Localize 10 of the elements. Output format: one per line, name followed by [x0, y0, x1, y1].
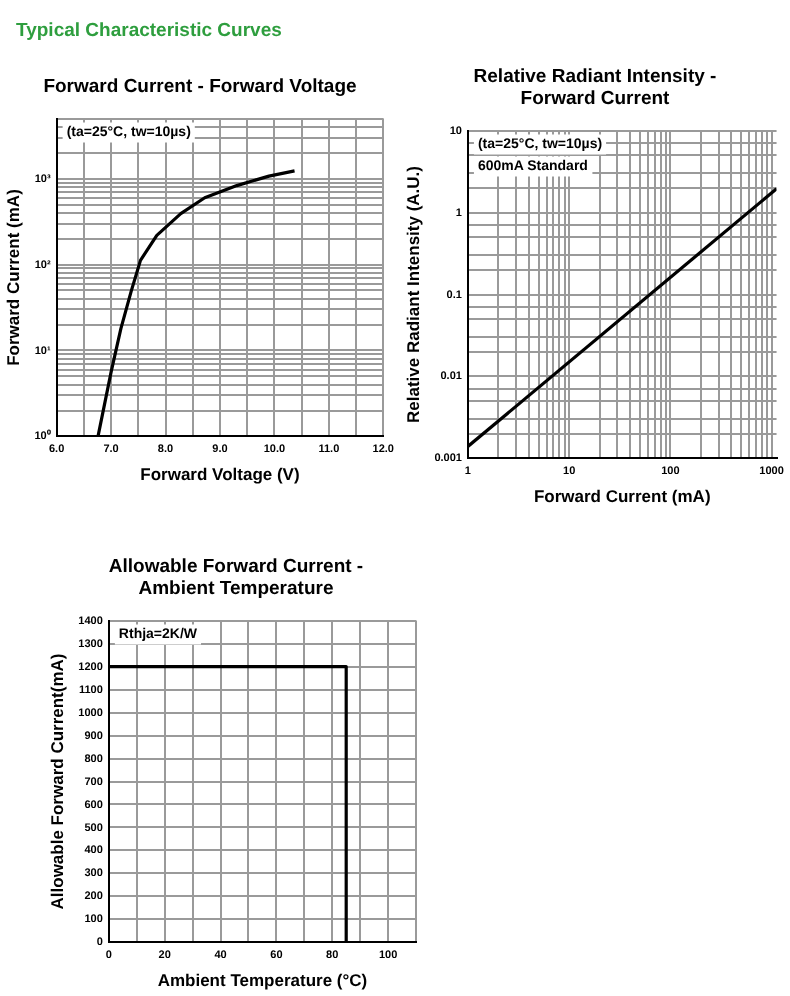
x-axis-title: Forward Voltage (V)	[140, 464, 300, 485]
chart-title: Allowable Forward Current - Ambient Temperature	[106, 556, 366, 600]
y-axis-title: Forward Current (mA)	[2, 188, 23, 366]
x-axis-title: Ambient Temperature (°C)	[157, 970, 368, 991]
x-axis-title: Forward Current (mA)	[533, 486, 711, 507]
chart-title: Relative Radiant Intensity - Forward Current	[471, 66, 719, 110]
chart-title: Forward Current - Forward Voltage	[41, 76, 359, 98]
y-axis-title: Allowable Forward Current(mA)	[46, 653, 67, 910]
text: Typical Characteristic Curves	[16, 20, 282, 42]
y-axis-title: Relative Radiant Intensity (A.U.)	[402, 165, 423, 423]
